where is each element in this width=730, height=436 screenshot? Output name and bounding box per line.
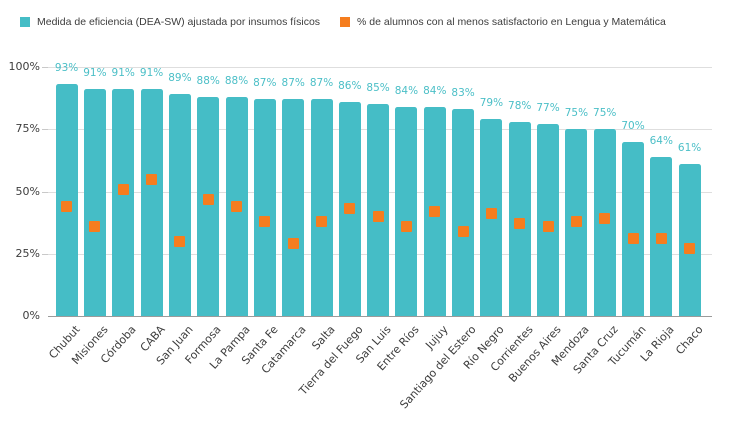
bar-Santiago del Estero <box>452 109 475 316</box>
y-tick-mark <box>42 129 48 130</box>
marker-San Juan <box>174 235 186 247</box>
legend-label-efficiency: Medida de eficiencia (DEA-SW) ajustada p… <box>37 16 321 28</box>
bar-value-label-Tierra del Fuego: 86% <box>338 79 362 92</box>
bar-value-label-Salta: 87% <box>309 77 334 90</box>
bar-Entre Ríos <box>395 106 418 316</box>
y-axis-tick-label: 100% <box>8 60 40 73</box>
bar-value-label-Santa Cruz: 75% <box>593 107 617 120</box>
bar-value-label-Santiago del Estero: 83% <box>451 87 475 100</box>
marker-Catamarca <box>287 238 299 250</box>
marker-Entre Ríos <box>400 220 412 232</box>
bar-value-label-La Rioja: 64% <box>649 134 673 147</box>
marker-Chaco <box>684 243 696 255</box>
marker-Corrientes <box>514 218 526 230</box>
bar-Formosa <box>197 96 220 316</box>
bar-value-label-Corrientes: 78% <box>508 99 532 112</box>
bar-value-label-Formosa: 88% <box>196 74 220 87</box>
bar-Salta <box>310 99 333 316</box>
bar-Córdoba <box>112 89 135 316</box>
bar-value-label-Córdoba: 91% <box>111 67 135 80</box>
bar-Chaco <box>678 164 701 316</box>
bar-value-label-Tucumán: 70% <box>621 119 645 132</box>
y-tick-mark <box>42 254 48 255</box>
bar-San Luis <box>367 104 390 316</box>
bar-value-label-Río Negro: 79% <box>479 97 504 110</box>
bar-value-label-Catamarca: 87% <box>281 77 305 90</box>
marker-San Luis <box>372 210 384 222</box>
y-axis-tick-label: 0% <box>22 309 40 322</box>
marker-Misiones <box>89 220 101 232</box>
efficiency-series-swatch <box>20 17 30 27</box>
legend-item-satisfactory: % de alumnos con al menos satisfactorio … <box>340 16 666 28</box>
bar-value-label-Jujuy: 84% <box>423 84 447 97</box>
bar-Tucumán <box>622 141 644 316</box>
marker-Chubut <box>61 200 73 212</box>
bar-value-label-Misiones: 91% <box>83 67 107 80</box>
legend-item-efficiency: Medida de eficiencia (DEA-SW) ajustada p… <box>20 16 320 28</box>
bar-value-label-San Juan: 89% <box>168 72 192 85</box>
x-axis-line <box>48 316 712 317</box>
bar-value-label-Chubut: 93% <box>54 62 79 75</box>
y-axis-tick-label: 75% <box>15 122 40 135</box>
legend: Medida de eficiencia (DEA-SW) ajustada p… <box>20 16 666 28</box>
marker-La Rioja <box>655 233 667 245</box>
marker-Tucumán <box>627 233 639 245</box>
legend-label-satisfactory: % de alumnos con al menos satisfactorio … <box>357 16 666 28</box>
marker-Río Negro <box>485 208 497 220</box>
gridline-100% <box>48 67 712 68</box>
bar-value-label-Entre Ríos: 84% <box>394 84 419 97</box>
bar-value-label-CABA: 91% <box>139 67 164 80</box>
satisfactory-series-swatch <box>340 17 351 27</box>
y-axis-tick-label: 50% <box>15 185 40 198</box>
bar-Santa Fe <box>253 99 276 316</box>
bar-Catamarca <box>282 99 305 316</box>
bar-Buenos Aires <box>537 124 559 316</box>
marker-Salta <box>316 215 327 227</box>
marker-Córdoba <box>117 183 129 195</box>
y-axis-tick-label: 25% <box>15 247 40 260</box>
marker-Santa Fe <box>259 215 271 227</box>
y-tick-mark <box>42 192 48 193</box>
marker-Buenos Aires <box>542 220 554 232</box>
bar-Chubut <box>55 84 78 316</box>
marker-La Pampa <box>231 200 242 212</box>
marker-Mendoza <box>570 215 582 227</box>
bar-value-label-Buenos Aires: 77% <box>536 102 560 115</box>
bar-value-label-Mendoza: 75% <box>564 107 589 120</box>
marker-Jujuy <box>429 205 441 217</box>
bar-CABA <box>140 89 163 316</box>
y-tick-mark <box>42 67 48 68</box>
marker-Formosa <box>202 193 214 205</box>
marker-Santiago del Estero <box>457 225 469 237</box>
marker-Tierra del Fuego <box>344 203 356 215</box>
bar-value-label-La Pampa: 88% <box>224 74 249 87</box>
bar-value-label-San Luis: 85% <box>366 82 390 95</box>
marker-CABA <box>146 173 158 185</box>
marker-Santa Cruz <box>599 213 611 225</box>
bar-Misiones <box>83 89 106 316</box>
bar-value-label-Chaco: 61% <box>677 142 702 155</box>
bar-value-label-Santa Fe: 87% <box>253 77 277 90</box>
bar-San Juan <box>168 94 191 316</box>
